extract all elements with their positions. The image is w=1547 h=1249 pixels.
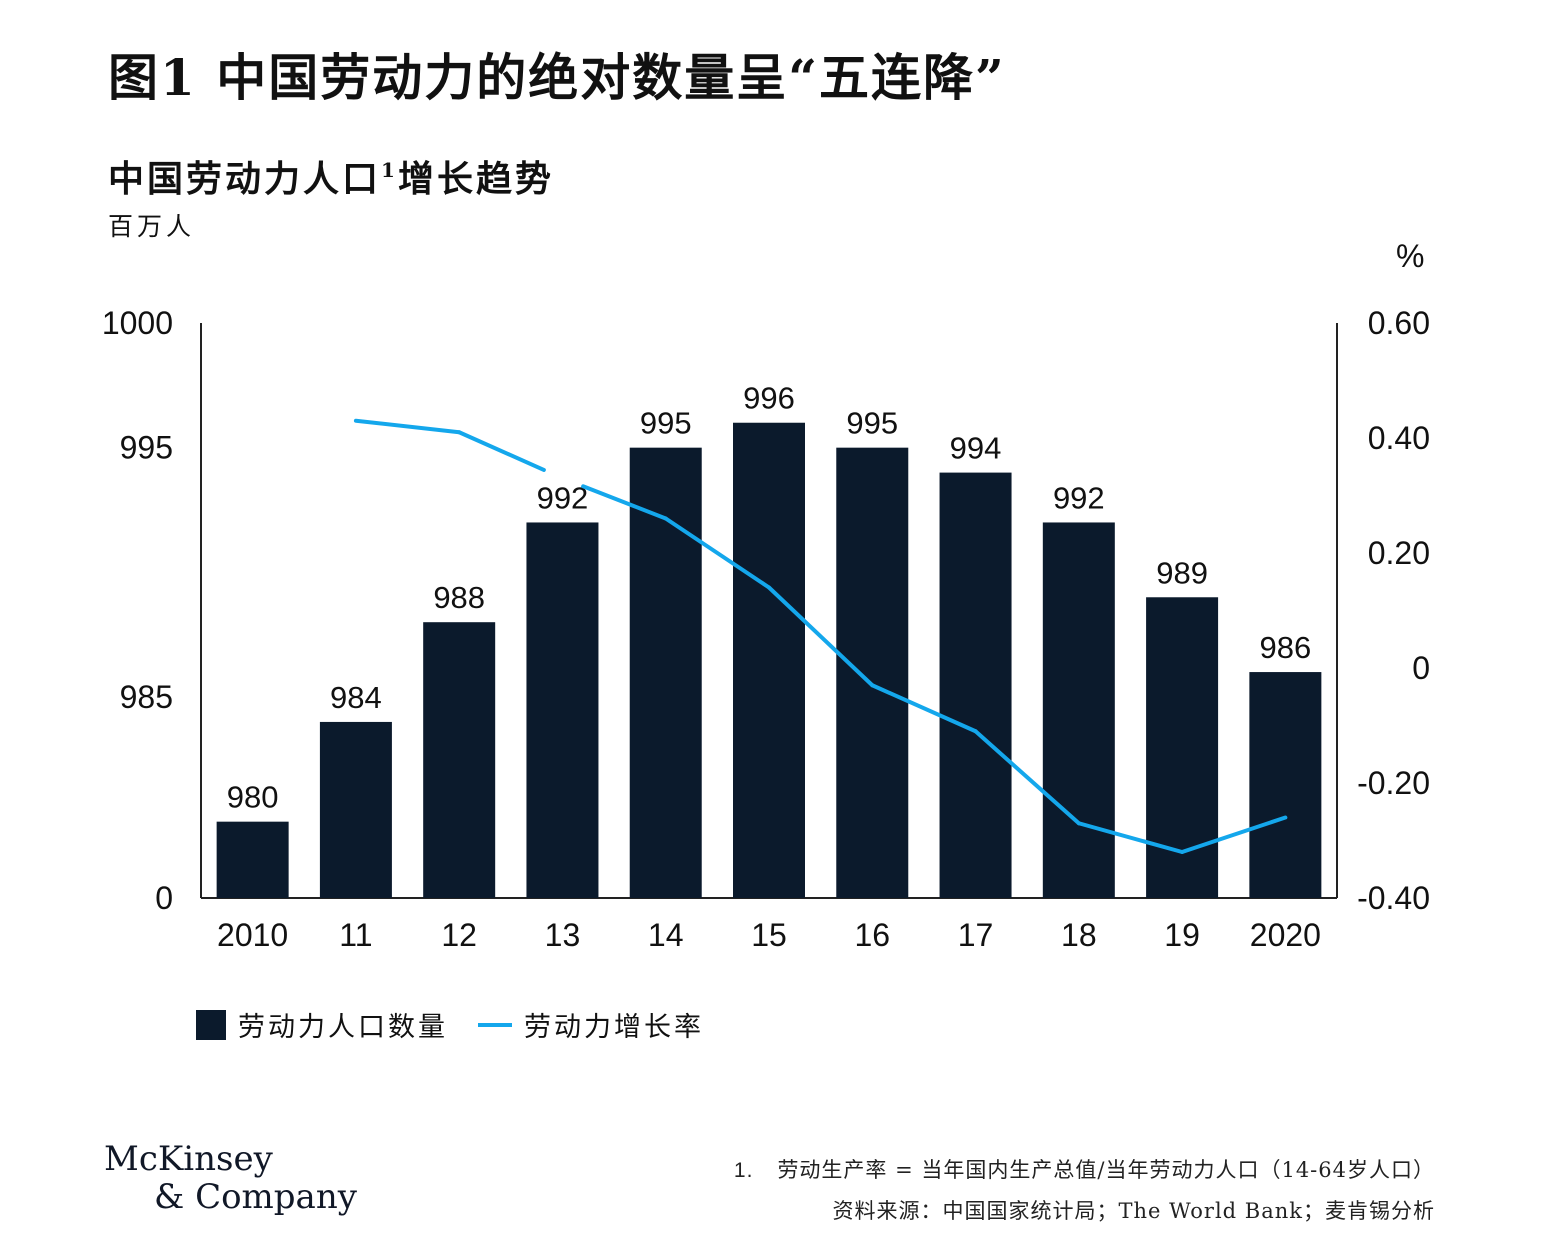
bar bbox=[1146, 597, 1219, 898]
chart-title-main: 中国劳动力人口 bbox=[108, 158, 382, 200]
x-tick-label: 11 bbox=[339, 917, 372, 953]
y-left-tick-label: 995 bbox=[120, 430, 173, 466]
legend-bar-swatch bbox=[196, 1009, 226, 1040]
bar bbox=[939, 472, 1012, 898]
source-note: 资料来源：中国国家统计局；The World Bank；麦肯锡分析 bbox=[832, 1199, 1435, 1223]
chart-title-suffix: 增长趋势 bbox=[397, 158, 554, 200]
bar bbox=[733, 422, 805, 898]
x-tick-label: 15 bbox=[751, 917, 787, 953]
y-left-tick-label: 0 bbox=[155, 880, 173, 916]
bar-data-label: 995 bbox=[846, 406, 898, 441]
bar-data-label: 992 bbox=[1053, 480, 1105, 515]
bar-data-label: 995 bbox=[640, 406, 692, 441]
right-axis-unit: % bbox=[1396, 238, 1425, 274]
bar bbox=[629, 447, 702, 898]
y-right-tick-label: 0.60 bbox=[1368, 305, 1430, 341]
x-tick-label: 13 bbox=[545, 917, 581, 953]
chart-title-footnote-marker: 1 bbox=[381, 158, 398, 182]
growth-rate-line-segment bbox=[581, 484, 668, 521]
legend-line-label: 劳动力增长率 bbox=[524, 1012, 704, 1043]
mckinsey-logo: McKinsey & Company bbox=[104, 1140, 357, 1216]
growth-rate-line-segment bbox=[353, 418, 462, 435]
y-right-tick-label: -0.20 bbox=[1357, 765, 1430, 801]
bar-data-label: 986 bbox=[1259, 630, 1311, 665]
x-tick-label: 19 bbox=[1164, 917, 1200, 953]
footnote-number: 1. bbox=[733, 1159, 754, 1182]
x-tick-label: 17 bbox=[958, 917, 994, 953]
growth-rate-line-segment bbox=[870, 683, 978, 734]
growth-rate-line-segment bbox=[1180, 815, 1288, 854]
brand-line-2: & Company bbox=[154, 1177, 357, 1217]
bar bbox=[423, 622, 496, 898]
left-axis-unit: 百万人 bbox=[108, 212, 196, 241]
growth-rate-line-segment bbox=[767, 585, 875, 688]
bar bbox=[319, 721, 392, 898]
chart-legend: 劳动力人口数量 劳动力增长率 bbox=[196, 1005, 704, 1044]
x-tick-label: 18 bbox=[1061, 917, 1097, 953]
bar-data-label: 994 bbox=[950, 431, 1002, 466]
bar bbox=[836, 447, 909, 898]
y-left-tick-label: 1000 bbox=[102, 305, 173, 341]
y-right-tick-label: 0 bbox=[1412, 650, 1430, 686]
chart-title: 中国劳动力人口1增长趋势 bbox=[108, 150, 554, 202]
y-left-tick-label: 985 bbox=[120, 679, 173, 715]
combo-chart: 0 985 995 1000 -0.40 -0.20 0 0.20 0.40 0.60 980 201… bbox=[102, 305, 1430, 953]
bar-data-label: 988 bbox=[433, 580, 485, 615]
x-tick-label: 12 bbox=[441, 917, 477, 953]
x-tick-label: 14 bbox=[648, 917, 684, 953]
bar-data-label: 980 bbox=[227, 780, 279, 815]
figure-title: 图1 中国劳动力的绝对数量呈“五连降” bbox=[108, 48, 1006, 107]
y-right-tick-label: -0.40 bbox=[1357, 880, 1430, 916]
legend-line-swatch bbox=[478, 1022, 512, 1027]
growth-rate-line-segment bbox=[973, 729, 1081, 826]
y-right-tick-label: 0.20 bbox=[1368, 535, 1430, 571]
bar bbox=[526, 522, 599, 898]
brand-line-1: McKinsey bbox=[104, 1139, 273, 1179]
bar-data-label: 989 bbox=[1156, 555, 1208, 590]
growth-rate-line-segment bbox=[1076, 821, 1185, 854]
growth-rate-line-segment bbox=[457, 430, 546, 472]
x-tick-label: 2010 bbox=[217, 917, 288, 953]
x-tick-label: 2020 bbox=[1250, 917, 1321, 953]
bar-data-label: 984 bbox=[330, 680, 382, 715]
footnote-text: 劳动生产率 = 当年国内生产总值/当年劳动力人口（14-64岁人口） bbox=[777, 1158, 1435, 1182]
footnote-1: 1. 劳动生产率 = 当年国内生产总值/当年劳动力人口（14-64岁人口） bbox=[734, 1150, 1435, 1191]
footnotes: 1. 劳动生产率 = 当年国内生产总值/当年劳动力人口（14-64岁人口） 资料来… bbox=[734, 1150, 1435, 1231]
bar-data-label: 992 bbox=[537, 480, 589, 515]
bar bbox=[1249, 672, 1322, 898]
bar bbox=[1042, 522, 1115, 898]
legend-bar-label: 劳动力人口数量 bbox=[238, 1012, 448, 1043]
x-tick-label: 16 bbox=[854, 917, 890, 953]
growth-rate-line-segment bbox=[663, 516, 771, 590]
bar-data-label: 996 bbox=[743, 381, 795, 416]
y-right-tick-label: 0.40 bbox=[1368, 420, 1430, 456]
bar bbox=[216, 821, 289, 898]
